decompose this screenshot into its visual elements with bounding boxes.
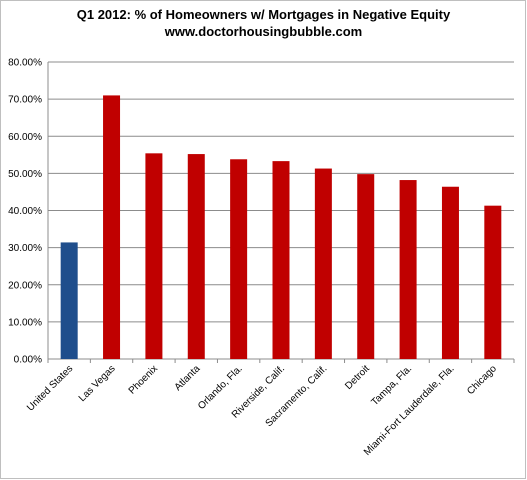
y-tick-label: 50.00% [8, 169, 42, 180]
y-tick-label: 60.00% [8, 132, 42, 143]
x-category-label: Miami-Fort Lauderdale, Fla. [362, 363, 457, 458]
bar [484, 205, 502, 359]
bar [314, 168, 332, 359]
x-category-label: Chicago [465, 363, 499, 397]
chart-titles: Q1 2012: % of Homeowners w/ Mortgages in… [0, 6, 527, 40]
bar [441, 186, 459, 359]
x-category-label: Las Vegas [77, 363, 118, 404]
bar [357, 174, 375, 359]
y-tick-label: 10.00% [8, 317, 42, 328]
y-tick-label: 70.00% [8, 95, 42, 106]
bar [230, 159, 248, 359]
bar [272, 161, 290, 359]
chart-title: Q1 2012: % of Homeowners w/ Mortgages in… [76, 7, 451, 22]
bar [103, 95, 121, 359]
bar [60, 242, 78, 359]
bar [399, 180, 417, 359]
x-category-label: Phoenix [127, 363, 160, 396]
y-tick-label: 0.00% [14, 355, 42, 366]
x-category-labels: United States Las Vegas Phoenix AtlantaOrla… [25, 363, 499, 458]
x-category-label: United States [25, 363, 75, 413]
bar [187, 154, 205, 359]
bars [60, 95, 502, 359]
bar [145, 153, 163, 359]
y-tick-label: 30.00% [8, 243, 42, 254]
x-category-label: Detroit [343, 363, 372, 392]
chart-subtitle: www.doctorhousingbubble.com [164, 24, 363, 39]
x-category-label: Tampa, Fla. [369, 363, 414, 408]
y-tick-label: 40.00% [8, 206, 42, 217]
x-category-label: Atlanta [173, 363, 203, 393]
y-tick-label: 20.00% [8, 280, 42, 291]
y-tick-labels: 0.00% 10.00% 20.00% 30.00% 40.00% 50.00% 60.00… [8, 58, 42, 366]
y-tick-label: 80.00% [8, 58, 42, 69]
